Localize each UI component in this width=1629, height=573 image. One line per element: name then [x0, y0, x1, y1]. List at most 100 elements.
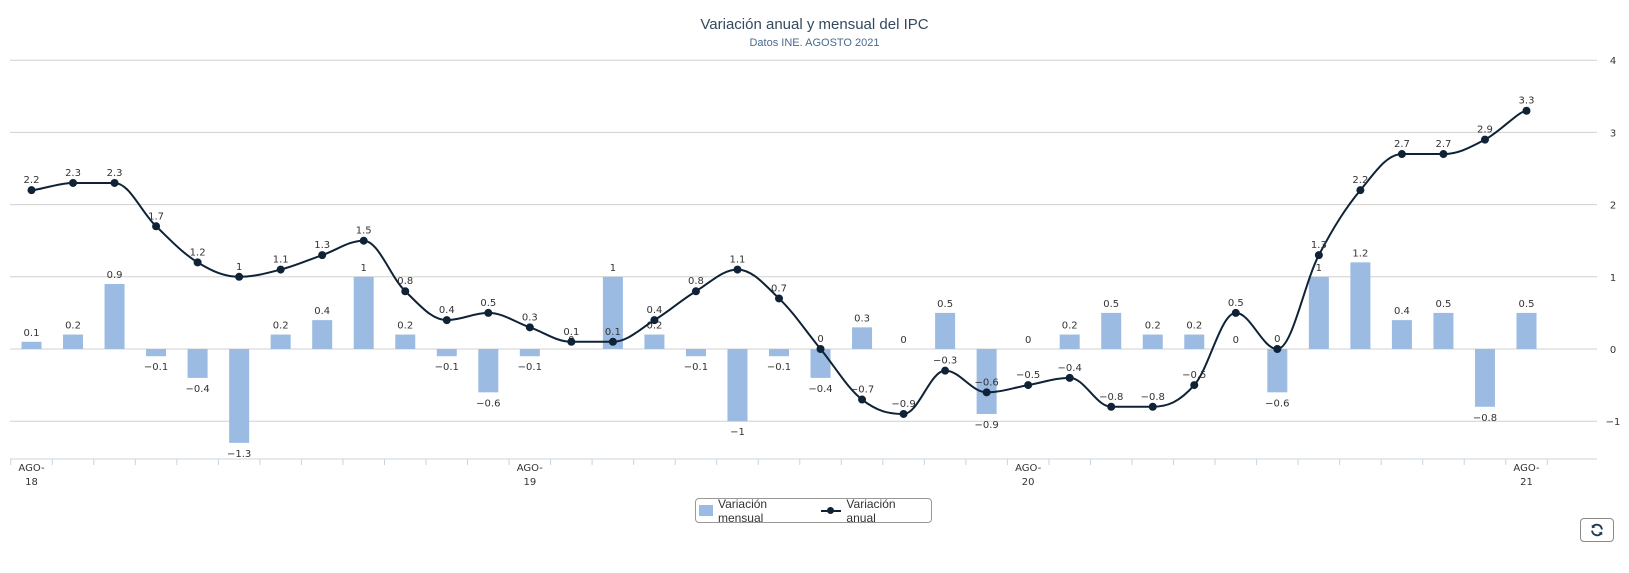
line-value-label: 0.7 — [771, 283, 787, 294]
point-anual — [1273, 345, 1282, 353]
line-value-label: 2.2 — [24, 175, 40, 186]
bar-value-label: −0.1 — [767, 362, 791, 373]
bar-value-label: 0 — [1025, 335, 1031, 346]
legend-line-swatch — [821, 506, 842, 516]
line-value-label: 1.1 — [730, 255, 746, 266]
bar-mensual — [187, 349, 208, 378]
point-anual — [69, 178, 78, 187]
bar-value-label: 0.2 — [273, 321, 289, 332]
bar-value-label: −0.1 — [435, 362, 459, 373]
point-anual — [401, 287, 410, 296]
bar-mensual — [353, 276, 374, 349]
bar-mensual — [1142, 334, 1163, 349]
point-anual — [110, 178, 119, 187]
y-tick-label: 3 — [1610, 128, 1616, 139]
point-anual — [858, 395, 867, 404]
bar-value-label: 0.1 — [24, 328, 40, 339]
point-anual — [816, 345, 825, 353]
x-tick-label: AGO- — [1015, 463, 1042, 474]
line-value-label: −0.5 — [1016, 370, 1040, 381]
bar-value-label: 0.5 — [1435, 299, 1451, 310]
bar-value-label: 0.4 — [314, 306, 330, 317]
x-tick-label: 20 — [1022, 477, 1035, 488]
line-value-label: −0.6 — [974, 377, 998, 388]
point-anual — [899, 409, 908, 418]
point-anual — [1024, 381, 1033, 390]
x-tick-label: 19 — [523, 477, 536, 488]
line-value-label: 1.2 — [190, 247, 206, 258]
line-value-label: 0.8 — [397, 276, 413, 287]
line-value-label: 2.7 — [1394, 139, 1410, 150]
y-tick-label: 4 — [1610, 56, 1616, 67]
bar-mensual — [478, 349, 499, 393]
bar-value-label: −0.4 — [808, 384, 832, 395]
line-value-label: 0 — [1274, 334, 1280, 345]
line-value-label: 0.3 — [522, 312, 538, 323]
bar-mensual — [1267, 349, 1288, 393]
point-anual — [193, 258, 202, 267]
bar-mensual — [727, 349, 748, 422]
refresh-button[interactable] — [1580, 518, 1614, 542]
chart-subtitle: Datos INE. AGOSTO 2021 — [749, 37, 880, 49]
bar-mensual — [644, 334, 665, 349]
line-value-label: 0.5 — [480, 298, 496, 309]
point-anual — [1065, 373, 1074, 382]
legend-bar-swatch — [699, 505, 713, 516]
bar-mensual — [519, 349, 540, 357]
line-value-label: −0.4 — [1058, 363, 1082, 374]
bar-value-label: 0 — [1233, 335, 1239, 346]
bar-value-label: 0.5 — [1519, 299, 1535, 310]
line-value-label: −0.5 — [1182, 370, 1206, 381]
point-anual — [650, 316, 659, 325]
line-value-label: 0.5 — [1228, 298, 1244, 309]
x-tick-label: AGO- — [517, 463, 544, 474]
bar-mensual — [1433, 312, 1454, 349]
bar-mensual — [852, 327, 873, 349]
line-value-label: 0.1 — [605, 327, 621, 338]
bar-value-label: 0.2 — [397, 321, 413, 332]
line-value-label: 0.8 — [688, 276, 704, 287]
bar-value-label: −0.6 — [476, 398, 500, 409]
y-tick-label: 1 — [1610, 273, 1616, 284]
bar-mensual — [935, 312, 956, 349]
bar-value-label: 0.2 — [1062, 321, 1078, 332]
bar-mensual — [63, 334, 84, 349]
line-value-label: −0.7 — [850, 385, 874, 396]
point-anual — [484, 308, 493, 317]
point-anual — [525, 323, 534, 332]
legend-label-mensual: Variación mensual — [717, 496, 768, 525]
point-anual — [1397, 150, 1406, 159]
bar-value-label: 1 — [361, 263, 367, 274]
line-value-label: 1.1 — [273, 255, 289, 266]
x-tick-label: AGO- — [1513, 463, 1540, 474]
legend-item-mensual[interactable]: Variación mensual — [699, 497, 815, 525]
line-value-label: −0.3 — [933, 356, 957, 367]
bar-value-label: 0.2 — [65, 321, 81, 332]
point-anual — [941, 366, 950, 375]
bar-value-label: −0.1 — [144, 362, 168, 373]
point-anual — [691, 287, 700, 296]
line-value-label: 0 — [817, 334, 823, 345]
refresh-icon — [1591, 523, 1603, 537]
line-value-label: 1.5 — [356, 226, 372, 237]
bar-mensual — [1059, 334, 1080, 349]
line-value-label: 2.9 — [1477, 125, 1493, 136]
bar-mensual — [1101, 312, 1122, 349]
y-tick-label: −1 — [1606, 417, 1621, 428]
bar-mensual — [685, 349, 706, 357]
point-anual — [1480, 135, 1489, 144]
line-value-label: 3.3 — [1519, 96, 1535, 107]
bar-value-label: 0.4 — [1394, 306, 1410, 317]
bar-mensual — [1474, 349, 1495, 407]
bar-mensual — [769, 349, 789, 357]
bar-value-label: 0.3 — [854, 313, 870, 324]
legend-item-anual[interactable]: Variación anual — [821, 497, 928, 525]
line-value-label: 1.3 — [1311, 240, 1327, 251]
bar-mensual — [1391, 320, 1412, 349]
bar-mensual — [436, 349, 457, 357]
bar-mensual — [104, 284, 125, 349]
line-value-label: 1.7 — [148, 211, 164, 222]
line-value-label: 0.1 — [563, 327, 579, 338]
bar-value-label: −0.1 — [684, 362, 708, 373]
